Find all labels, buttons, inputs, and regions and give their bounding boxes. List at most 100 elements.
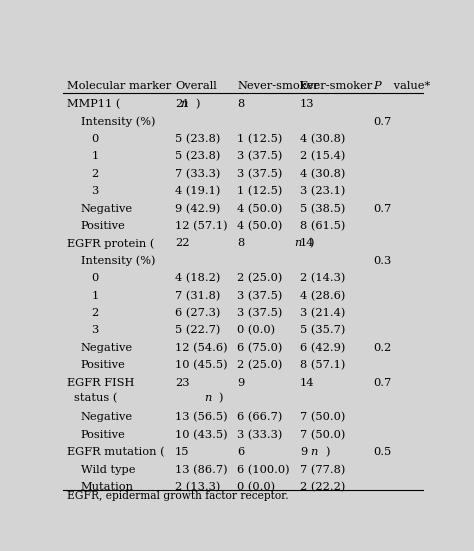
Text: 6 (27.3): 6 (27.3) — [175, 308, 220, 318]
Text: 2: 2 — [91, 308, 99, 318]
Text: 7 (31.8): 7 (31.8) — [175, 290, 220, 301]
Text: P: P — [374, 81, 381, 91]
Text: 0: 0 — [91, 134, 99, 144]
Text: 0.2: 0.2 — [374, 343, 392, 353]
Text: 3 (37.5): 3 (37.5) — [237, 290, 283, 301]
Text: 0.5: 0.5 — [374, 447, 392, 457]
Text: 23: 23 — [175, 377, 190, 387]
Text: 6 (42.9): 6 (42.9) — [300, 343, 345, 353]
Text: Ever-smoker: Ever-smoker — [300, 81, 373, 91]
Text: EGFR, epidermal growth factor receptor.: EGFR, epidermal growth factor receptor. — [66, 491, 288, 501]
Text: Never-smoker: Never-smoker — [237, 81, 319, 91]
Text: Negative: Negative — [81, 412, 133, 422]
Text: Intensity (%): Intensity (%) — [81, 117, 155, 127]
Text: 13 (56.5): 13 (56.5) — [175, 412, 228, 423]
Text: 8 (57.1): 8 (57.1) — [300, 360, 345, 370]
Text: 8: 8 — [237, 99, 245, 109]
Text: Molecular marker: Molecular marker — [66, 81, 171, 91]
Text: 7 (33.3): 7 (33.3) — [175, 169, 220, 179]
Text: 0.3: 0.3 — [374, 256, 392, 266]
Text: 3 (37.5): 3 (37.5) — [237, 152, 283, 161]
Text: 7 (77.8): 7 (77.8) — [300, 464, 345, 475]
Text: 4 (30.8): 4 (30.8) — [300, 134, 345, 144]
Text: Mutation: Mutation — [81, 482, 134, 492]
Text: 0: 0 — [91, 273, 99, 283]
Text: 0.7: 0.7 — [374, 377, 392, 387]
Text: EGFR protein (: EGFR protein ( — [66, 239, 154, 249]
Text: 4 (50.0): 4 (50.0) — [237, 203, 283, 214]
Text: 3: 3 — [91, 186, 99, 196]
Text: n: n — [204, 393, 211, 403]
Text: 3 (33.3): 3 (33.3) — [237, 430, 283, 440]
Text: 6: 6 — [237, 447, 245, 457]
Text: 4 (30.8): 4 (30.8) — [300, 169, 345, 179]
Text: 4 (19.1): 4 (19.1) — [175, 186, 220, 197]
Text: Intensity (%): Intensity (%) — [81, 256, 155, 266]
Text: 5 (35.7): 5 (35.7) — [300, 325, 345, 336]
Text: 2 (22.2): 2 (22.2) — [300, 482, 345, 492]
Text: 21: 21 — [175, 99, 190, 109]
Text: 14: 14 — [300, 239, 314, 249]
Text: 8 (61.5): 8 (61.5) — [300, 221, 345, 231]
Text: 5 (38.5): 5 (38.5) — [300, 203, 345, 214]
Text: 0.7: 0.7 — [374, 117, 392, 127]
Text: Overall: Overall — [175, 81, 217, 91]
Text: ): ) — [309, 239, 313, 249]
Text: 9 (42.9): 9 (42.9) — [175, 203, 220, 214]
Text: 15: 15 — [175, 447, 190, 457]
Text: 5 (22.7): 5 (22.7) — [175, 325, 220, 336]
Text: 3 (37.5): 3 (37.5) — [237, 308, 283, 318]
Text: 0.7: 0.7 — [374, 203, 392, 214]
Text: 12 (57.1): 12 (57.1) — [175, 221, 228, 231]
Text: 5 (23.8): 5 (23.8) — [175, 134, 220, 144]
Text: 7 (50.0): 7 (50.0) — [300, 430, 345, 440]
Text: Negative: Negative — [81, 203, 133, 214]
Text: 9: 9 — [237, 377, 245, 387]
Text: Positive: Positive — [81, 430, 125, 440]
Text: 0 (0.0): 0 (0.0) — [237, 482, 275, 492]
Text: 3 (21.4): 3 (21.4) — [300, 308, 345, 318]
Text: 5 (23.8): 5 (23.8) — [175, 152, 220, 161]
Text: n: n — [310, 447, 318, 457]
Text: 6 (100.0): 6 (100.0) — [237, 464, 290, 475]
Text: 1 (12.5): 1 (12.5) — [237, 186, 283, 197]
Text: 22: 22 — [175, 239, 190, 249]
Text: 4 (50.0): 4 (50.0) — [237, 221, 283, 231]
Text: 2 (13.3): 2 (13.3) — [175, 482, 220, 492]
Text: 2 (25.0): 2 (25.0) — [237, 273, 283, 283]
Text: 0 (0.0): 0 (0.0) — [237, 325, 275, 336]
Text: n: n — [181, 99, 188, 109]
Text: ): ) — [219, 393, 223, 403]
Text: 10 (45.5): 10 (45.5) — [175, 360, 228, 370]
Text: MMP11 (: MMP11 ( — [66, 99, 120, 110]
Text: 4 (18.2): 4 (18.2) — [175, 273, 220, 283]
Text: 2 (15.4): 2 (15.4) — [300, 152, 345, 161]
Text: ): ) — [325, 447, 330, 457]
Text: 7 (50.0): 7 (50.0) — [300, 412, 345, 423]
Text: 2: 2 — [91, 169, 99, 179]
Text: Negative: Negative — [81, 343, 133, 353]
Text: 6 (75.0): 6 (75.0) — [237, 343, 283, 353]
Text: status (: status ( — [74, 393, 118, 403]
Text: 3: 3 — [91, 325, 99, 336]
Text: 12 (54.6): 12 (54.6) — [175, 343, 228, 353]
Text: 3 (23.1): 3 (23.1) — [300, 186, 345, 197]
Text: 3 (37.5): 3 (37.5) — [237, 169, 283, 179]
Text: 14: 14 — [300, 377, 314, 387]
Text: EGFR FISH: EGFR FISH — [66, 377, 134, 387]
Text: 2 (25.0): 2 (25.0) — [237, 360, 283, 370]
Text: ): ) — [195, 99, 200, 110]
Text: Wild type: Wild type — [81, 464, 135, 474]
Text: 10 (43.5): 10 (43.5) — [175, 430, 228, 440]
Text: 6 (66.7): 6 (66.7) — [237, 412, 283, 423]
Text: n: n — [294, 239, 301, 249]
Text: 1 (12.5): 1 (12.5) — [237, 134, 283, 144]
Text: EGFR mutation (: EGFR mutation ( — [66, 447, 164, 457]
Text: 1: 1 — [91, 290, 99, 300]
Text: 1: 1 — [91, 152, 99, 161]
Text: 4 (28.6): 4 (28.6) — [300, 290, 345, 301]
Text: 2 (14.3): 2 (14.3) — [300, 273, 345, 283]
Text: Positive: Positive — [81, 221, 125, 231]
Text: Positive: Positive — [81, 360, 125, 370]
Text: 8: 8 — [237, 239, 245, 249]
